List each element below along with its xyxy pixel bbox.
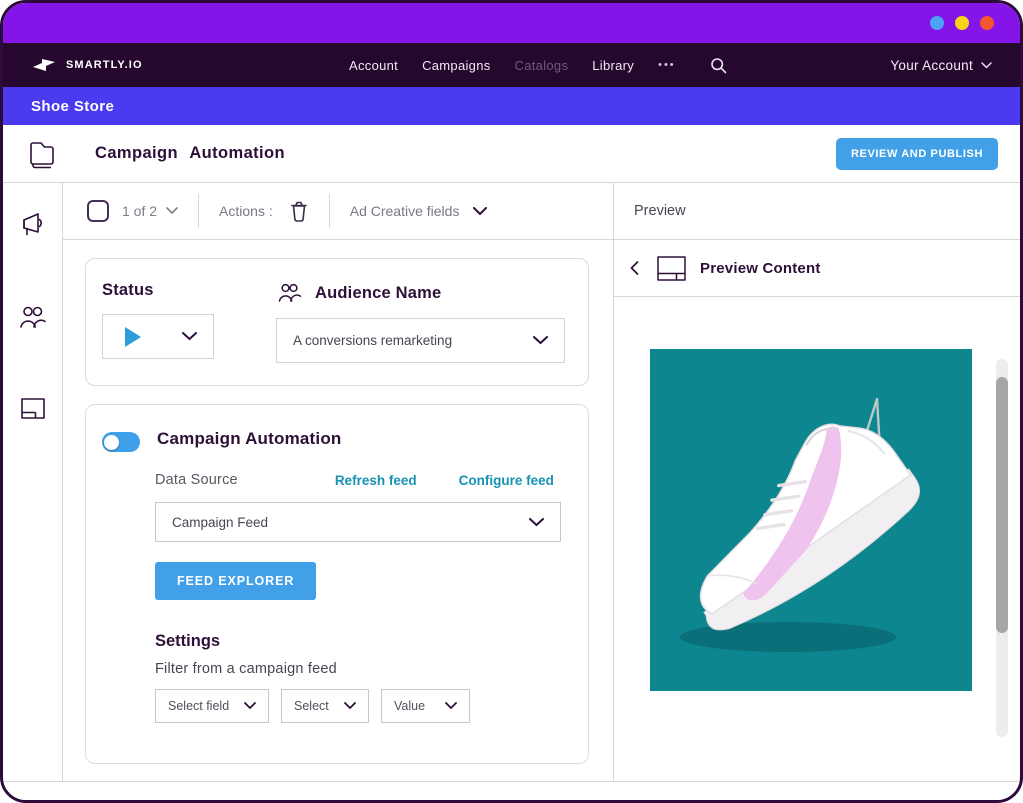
chevron-down-icon — [981, 61, 992, 69]
status-field: Status — [102, 281, 214, 363]
sidebar-item-audiences[interactable] — [17, 303, 49, 331]
smartly-logo-icon — [31, 56, 57, 74]
main-panel: 1 of 2 Actions : — [63, 183, 614, 781]
filter-value-dropdown[interactable]: Value — [381, 689, 470, 723]
traffic-light-yellow-icon[interactable] — [955, 16, 969, 30]
sidebar-item-placements[interactable] — [18, 395, 48, 423]
folder-icon — [25, 137, 59, 171]
body: 1 of 2 Actions : — [3, 183, 1020, 781]
your-account-label: Your Account — [890, 57, 973, 73]
preview-header: Preview — [614, 183, 1020, 240]
store-bar: Shoe Store — [3, 87, 1020, 125]
review-and-publish-button[interactable]: REVIEW AND PUBLISH — [835, 137, 998, 170]
trash-icon[interactable] — [289, 199, 309, 223]
data-source-dropdown[interactable]: Campaign Feed — [155, 502, 561, 542]
configure-feed-link[interactable]: Configure feed — [458, 472, 554, 488]
chevron-down-icon — [344, 702, 356, 710]
preview-content-title: Preview Content — [700, 259, 821, 277]
more-icon[interactable]: ••• — [658, 59, 676, 71]
select-all-checkbox[interactable] — [87, 200, 109, 222]
sidebar — [3, 183, 63, 781]
audience-dropdown[interactable]: A conversions remarketing — [276, 318, 565, 363]
play-icon — [125, 326, 141, 347]
feed-value: Campaign Feed — [172, 514, 269, 530]
automation-title: Campaign Automation — [157, 429, 342, 448]
settings-subtitle: Filter from a campaign feed — [155, 661, 337, 677]
toolbar-divider — [328, 194, 330, 228]
chevron-down-icon — [244, 702, 256, 710]
preview-title: Preview — [634, 203, 686, 219]
preview-content-header: Preview Content — [614, 240, 1020, 297]
audience-field: Audience Name A conversions remarketing — [276, 281, 565, 363]
chevron-down-icon — [445, 702, 457, 710]
page-header: Campaign Automation REVIEW AND PUBLISH — [3, 125, 1020, 183]
audience-label: Audience Name — [315, 283, 442, 302]
nav-item-account[interactable]: Account — [349, 57, 399, 73]
your-account-menu[interactable]: Your Account — [890, 58, 992, 73]
traffic-lights — [930, 16, 994, 30]
editor-content: Status — [63, 240, 613, 781]
toggle-knob — [104, 434, 119, 450]
data-source-label: Data Source — [155, 472, 238, 488]
logo-text: SMARTLY.IO — [66, 59, 143, 71]
preview-scrollbar[interactable] — [996, 359, 1008, 737]
megaphone-icon — [22, 213, 42, 236]
preview-card-icon — [656, 255, 687, 282]
store-title: Shoe Store — [31, 97, 115, 115]
chevron-left-icon[interactable] — [630, 261, 639, 275]
nav-item-library[interactable]: Library — [592, 57, 635, 73]
filter-row: Select field Select Value — [155, 689, 562, 723]
nav-items: Account Campaigns Catalogs Library ••• — [349, 57, 727, 74]
footer-strip — [3, 781, 1020, 800]
chevron-down-icon — [473, 206, 488, 216]
filter-field-dropdown[interactable]: Select field — [155, 689, 269, 723]
editor-toolbar: 1 of 2 Actions : — [63, 183, 613, 240]
nav-item-campaigns[interactable]: Campaigns — [422, 57, 491, 73]
sidebar-item-campaigns[interactable] — [18, 209, 48, 239]
filter-value-placeholder: Value — [394, 699, 426, 713]
people-icon — [19, 306, 46, 328]
page-title: Campaign Automation — [95, 144, 285, 162]
logo[interactable]: SMARTLY.IO — [31, 56, 261, 74]
filter-operator-placeholder: Select — [294, 699, 329, 713]
scrollbar-thumb[interactable] — [996, 377, 1008, 633]
campaign-automation-card: Campaign Automation Data Source Refresh … — [85, 404, 589, 764]
chevron-down-icon — [533, 336, 548, 345]
audience-value: A conversions remarketing — [293, 333, 453, 348]
audience-icon — [276, 281, 304, 305]
search-icon[interactable] — [710, 57, 727, 74]
automation-toggle[interactable] — [102, 432, 140, 452]
chevron-down-icon[interactable] — [166, 207, 178, 215]
preview-image-area — [614, 297, 1020, 781]
top-navigation: SMARTLY.IO Account Campaigns Catalogs Li… — [3, 43, 1020, 87]
toolbar-divider — [198, 194, 200, 228]
status-card: Status — [85, 258, 589, 386]
filter-operator-dropdown[interactable]: Select — [281, 689, 369, 723]
status-dropdown[interactable] — [102, 314, 214, 359]
card-layout-icon — [20, 398, 45, 419]
feed-explorer-button[interactable]: FEED EXPLORER — [155, 562, 317, 600]
traffic-light-blue-icon[interactable] — [930, 16, 944, 30]
window-titlebar — [3, 3, 1020, 43]
ad-creative-fields-dropdown[interactable]: Ad Creative fields — [350, 203, 488, 219]
traffic-light-orange-icon[interactable] — [980, 16, 994, 30]
shoe-product-image — [650, 349, 972, 691]
ad-creative-fields-label: Ad Creative fields — [349, 203, 460, 219]
nav-item-catalogs[interactable]: Catalogs — [514, 57, 569, 73]
preview-panel: Preview Preview Content — [614, 183, 1020, 781]
chevron-down-icon — [529, 517, 544, 527]
refresh-feed-link[interactable]: Refresh feed — [334, 472, 417, 488]
actions-label: Actions : — [219, 203, 273, 219]
filter-field-placeholder: Select field — [168, 699, 230, 713]
status-label: Status — [102, 281, 154, 299]
settings-title: Settings — [155, 632, 221, 650]
chevron-down-icon — [182, 332, 197, 341]
selection-count: 1 of 2 — [122, 203, 158, 219]
